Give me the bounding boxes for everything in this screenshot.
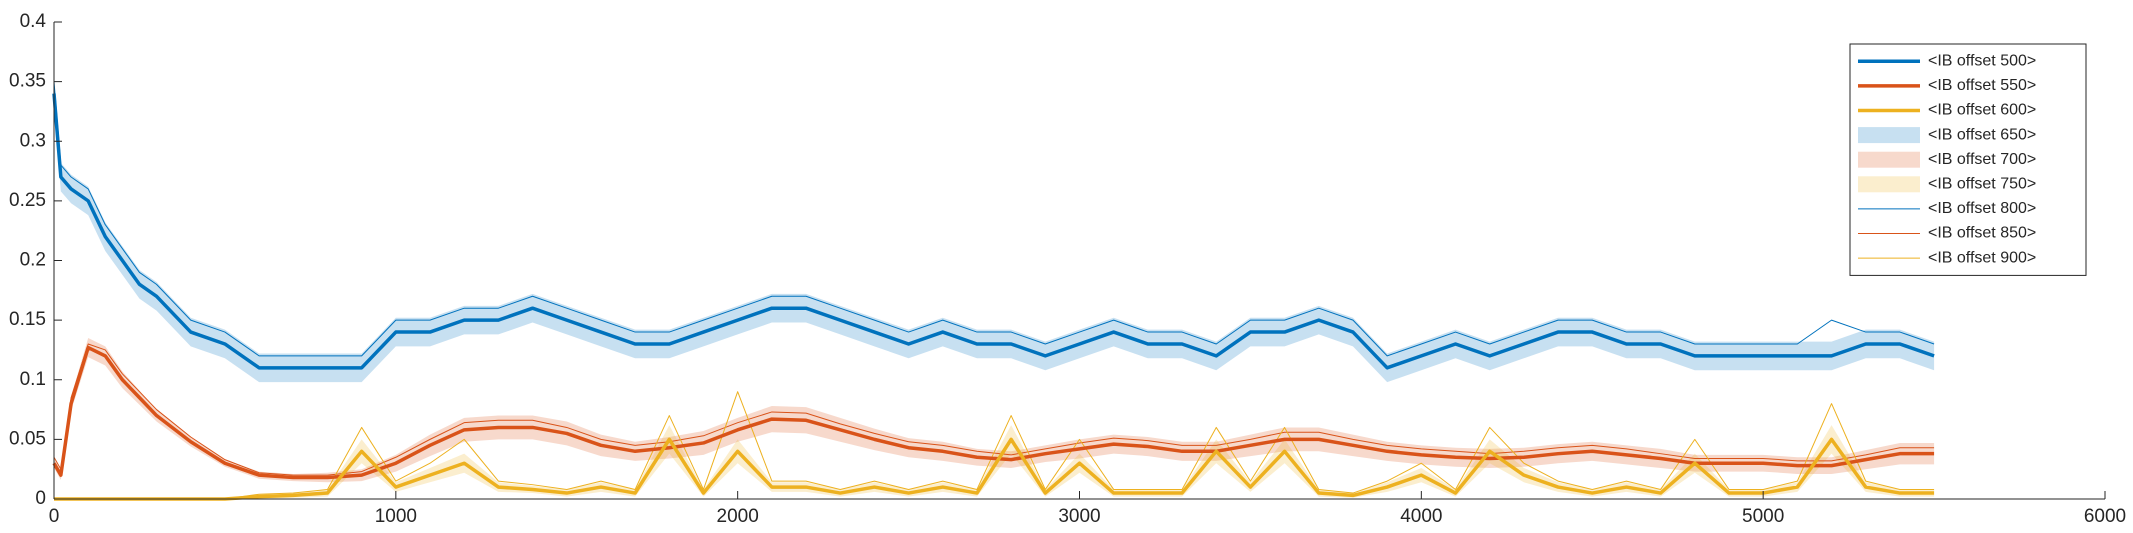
y-tick-label: 0.35: [9, 71, 46, 92]
x-tick-label: 0: [49, 506, 60, 527]
error-band: [54, 79, 1935, 383]
legend-label: <IB offset 700>: [1928, 151, 2036, 168]
legend-label: <IB offset 900>: [1928, 249, 2036, 266]
raw-line: [53, 81, 1935, 357]
y-tick-label: 0.05: [9, 428, 46, 449]
legend-swatch: [1858, 176, 1920, 193]
x-tick-label: 3000: [1058, 506, 1100, 527]
y-tick-label: 0.15: [9, 309, 46, 330]
raw-line: [54, 391, 1935, 500]
raw-line: [53, 343, 1935, 476]
y-tick-label: 0.3: [20, 130, 46, 151]
legend-label: <IB offset 500>: [1928, 53, 2036, 70]
legend-label: <IB offset 750>: [1928, 176, 2036, 193]
y-tick-label: 0.25: [9, 190, 46, 211]
x-tick-label: 2000: [717, 506, 759, 527]
legend-label: <IB offset 850>: [1928, 225, 2036, 242]
legend-label: <IB offset 550>: [1928, 77, 2036, 94]
x-tick-label: 1000: [375, 506, 417, 527]
mean-line: [52, 345, 1935, 480]
x-tick-label: 6000: [2084, 506, 2126, 527]
y-tick-label: 0.4: [20, 11, 47, 32]
legend: <IB offset 500> <IB offset 550> <IB offset…: [1849, 43, 2087, 276]
legend-swatch: [1858, 151, 1920, 168]
y-tick-label: 0.1: [20, 369, 46, 390]
mean-line: [52, 93, 1935, 370]
y-tick-label: 0.2: [20, 250, 46, 271]
axes: 0 1000 2000 3000 4000 5000 6000 0 0.05 0.1 0.15 0.2…: [9, 11, 2126, 527]
x-tick-label: 4000: [1400, 506, 1442, 527]
legend-swatch: [1858, 127, 1920, 144]
legend-label: <IB offset 600>: [1928, 102, 2036, 119]
plot-area: [52, 79, 1935, 501]
legend-label: <IB offset 800>: [1928, 200, 2036, 217]
mean-line: [54, 437, 1935, 501]
legend-label: <IB offset 650>: [1928, 126, 2036, 143]
x-tick-label: 5000: [1742, 506, 1784, 527]
y-tick-label: 0: [35, 488, 46, 509]
legend-box: [1849, 43, 2087, 276]
